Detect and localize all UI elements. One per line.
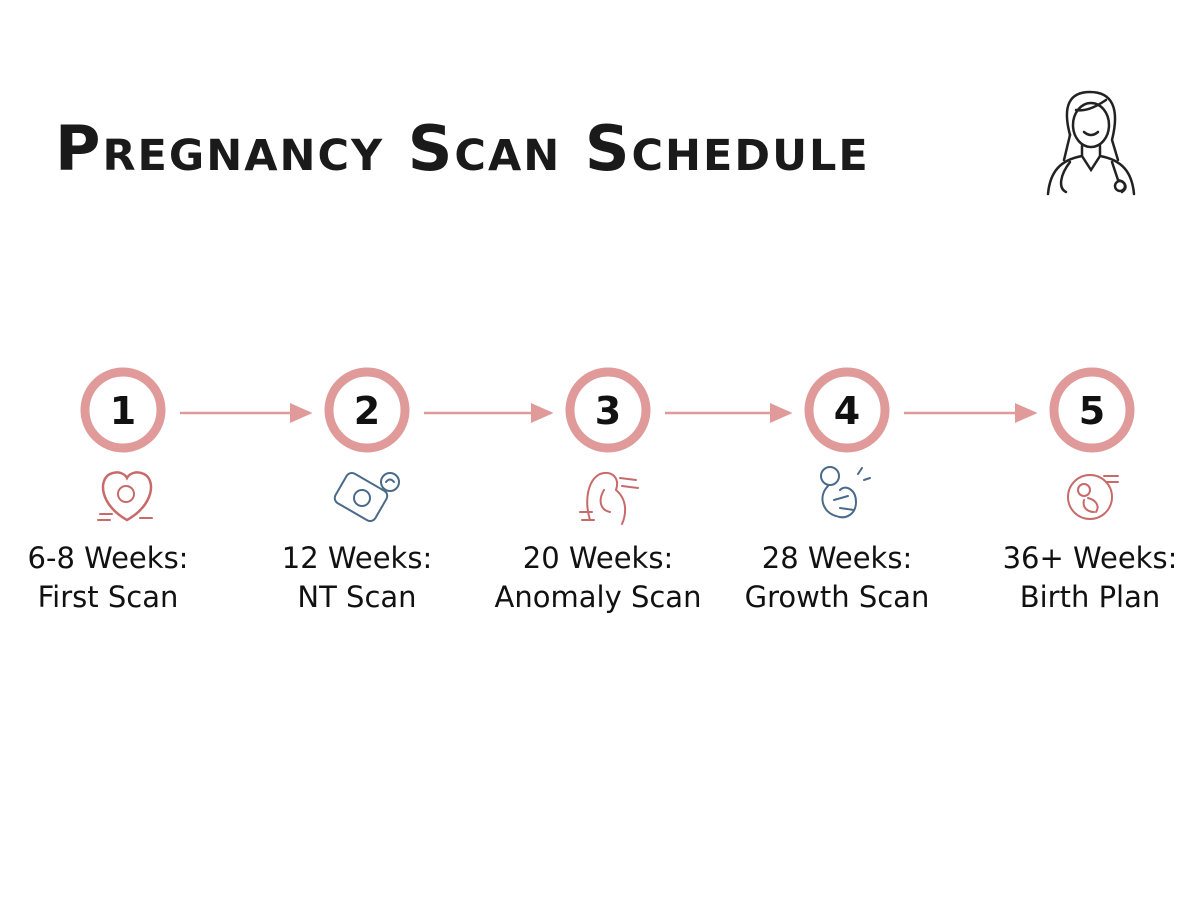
step-label: 20 Weeks: — [523, 541, 673, 575]
doctor-icon — [1046, 90, 1136, 196]
step-icon — [333, 471, 400, 523]
step-label: NT Scan — [297, 580, 416, 614]
step-number: 2 — [354, 389, 380, 433]
step-circle — [1049, 367, 1135, 453]
step-label: 12 Weeks: — [282, 541, 432, 575]
step-circle — [324, 367, 410, 453]
step-label: 28 Weeks: — [762, 541, 912, 575]
step-label: Anomaly Scan — [495, 580, 702, 614]
step-label: First Scan — [38, 580, 179, 614]
step-label: Growth Scan — [745, 580, 930, 614]
step-icon — [1067, 474, 1119, 520]
step-icon — [820, 466, 871, 519]
step-circle — [565, 367, 651, 453]
title: Pregnancy Scan Schedule — [55, 112, 870, 185]
step-number: 4 — [834, 389, 860, 433]
step-icon — [97, 471, 153, 522]
step-circle — [80, 367, 166, 453]
step-circle — [804, 367, 890, 453]
step-number: 5 — [1079, 389, 1105, 433]
step-number: 1 — [110, 389, 136, 433]
step-icon — [579, 472, 639, 525]
step-label: 36+ Weeks: — [1003, 541, 1178, 575]
step-label: Birth Plan — [1020, 580, 1161, 614]
step-label: 6-8 Weeks: — [28, 541, 189, 575]
step-number: 3 — [595, 389, 621, 433]
